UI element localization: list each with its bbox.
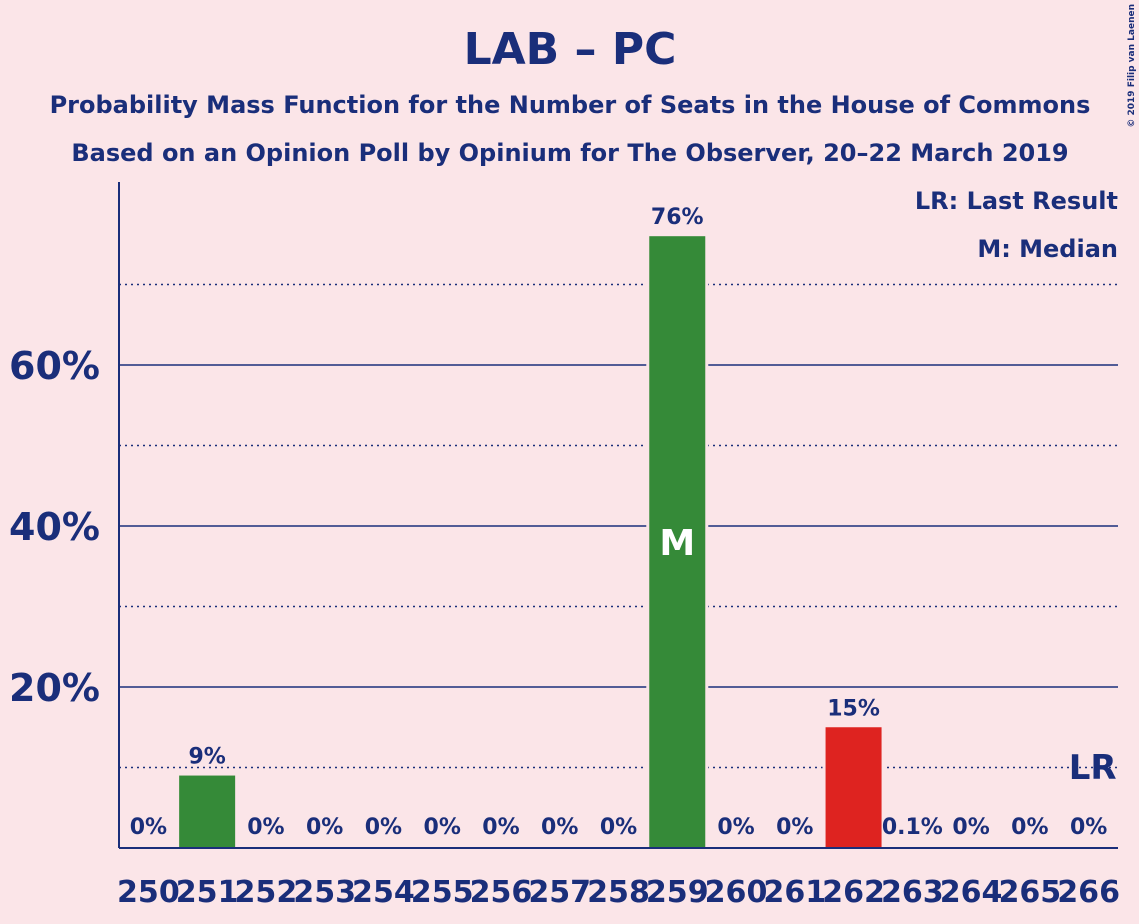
x-tick-label: 262 [822,875,885,910]
x-tick-label: 261 [763,875,826,910]
x-tick-label: 253 [293,875,356,910]
data-label: 0% [717,815,754,840]
bar [825,727,882,848]
data-label: 0% [365,815,402,840]
legend-median: M: Median [977,235,1118,263]
data-label: 76% [651,205,704,230]
data-label: 0% [1070,815,1107,840]
data-label: 0% [541,815,578,840]
x-tick-label: 260 [705,875,768,910]
x-tick-label: 266 [1057,875,1120,910]
bar [179,775,236,848]
data-label: 0% [482,815,519,840]
data-label: 0% [1011,815,1048,840]
copyright-note: © 2019 Filip van Laenen [1127,4,1137,128]
data-label: 9% [188,745,225,770]
y-tick-label: 20% [9,666,100,710]
x-tick-label: 254 [352,875,415,910]
plot-area: 20% 40% 60% 0% 250 9% 251 0% 252 0% 253 0% 254 0% 255 0… [9,182,1120,910]
data-label: 0% [424,815,461,840]
x-tick-label: 252 [235,875,298,910]
data-label: 0% [600,815,637,840]
x-tick-label: 256 [470,875,533,910]
x-tick-label: 250 [117,875,180,910]
x-tick-label: 255 [411,875,474,910]
x-tick-label: 258 [587,875,650,910]
legend-last-result: LR: Last Result [915,187,1118,215]
data-label: 15% [827,696,880,721]
data-label: 0% [247,815,284,840]
y-tick-label: 40% [9,505,100,549]
x-tick-label: 265 [998,875,1061,910]
chart-subtitle-1: Probability Mass Function for the Number… [50,91,1091,119]
bar [649,236,706,848]
data-label: 0% [952,815,989,840]
y-tick-label: 60% [9,344,100,388]
chart-subtitle-2: Based on an Opinion Poll by Opinium for … [71,139,1068,167]
last-result-marker: LR [1069,748,1117,788]
x-tick-label: 264 [940,875,1003,910]
data-label: 0% [776,815,813,840]
x-tick-label: 257 [528,875,591,910]
data-label: 0% [130,815,167,840]
median-marker: M [659,523,695,564]
x-tick-label: 259 [646,875,709,910]
data-label: 0% [306,815,343,840]
chart-title: LAB – PC [464,24,677,75]
x-tick-label: 251 [176,875,239,910]
data-label: 0.1% [882,815,943,840]
x-tick-label: 263 [881,875,944,910]
